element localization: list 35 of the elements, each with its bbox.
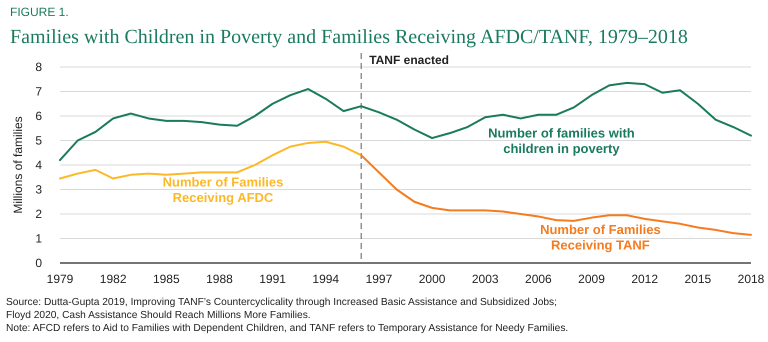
x-tick-label: 1982 — [100, 272, 127, 286]
y-tick-label: 4 — [35, 158, 42, 172]
ref-line-label: TANF enacted — [369, 53, 449, 67]
chart-subtitle: FIGURE 1. — [10, 5, 69, 19]
y-tick-label: 1 — [35, 232, 42, 246]
y-tick-label: 3 — [35, 182, 42, 197]
x-tick-label: 1985 — [152, 272, 180, 286]
line-series — [59, 82, 752, 162]
text: Note: AFCD refers to Aid to Families with Dependent Children, and TANF refers to Temporary Assistance for Needy Families. — [6, 323, 568, 334]
x-tick-label: 1991 — [259, 272, 286, 286]
y-axis-title: Millions of families — [11, 116, 25, 214]
y-tick-label: 8 — [35, 60, 42, 74]
x-tick-label: 2003 — [472, 272, 499, 286]
x-tick-label: 2018 — [738, 272, 765, 286]
x-tick-label: 1979 — [46, 272, 74, 286]
series-label: Number of families with children in poverty — [488, 125, 635, 156]
x-tick-label: 2000 — [418, 272, 446, 286]
y-tick-label: 6 — [35, 109, 42, 124]
source-note: Source: Dutta-Gupta 2019, Improving TANF’s Countercyclicality through Increased Basic Assistance and Subsidized Jobs; — [6, 297, 557, 308]
x-tick-label: 1988 — [206, 272, 234, 286]
x-tick-label: 2012 — [631, 272, 658, 286]
line-series — [360, 154, 752, 236]
y-tick-label: 5 — [35, 134, 42, 148]
x-tick-label: 1994 — [312, 272, 340, 286]
series-label: Number of Families Receiving TANF — [540, 222, 661, 253]
series-label: Number of Families Receiving AFDC — [162, 174, 284, 205]
y-tick-label: 7 — [35, 84, 42, 99]
y-tick-label: 2 — [35, 207, 42, 222]
x-tick-label: 2009 — [578, 272, 606, 286]
chart-title: Families with Children in Poverty and Families Receiving AFDC/TANF, 1979–2018 — [10, 26, 688, 48]
x-tick-label: 2006 — [525, 272, 552, 286]
x-tick-label: 1997 — [366, 272, 393, 286]
y-tick-label: 0 — [35, 256, 42, 270]
x-tick-label: 2015 — [684, 272, 712, 286]
text: Floyd 2020, Cash Assistance Should Reach Millions More Families. — [6, 310, 311, 321]
